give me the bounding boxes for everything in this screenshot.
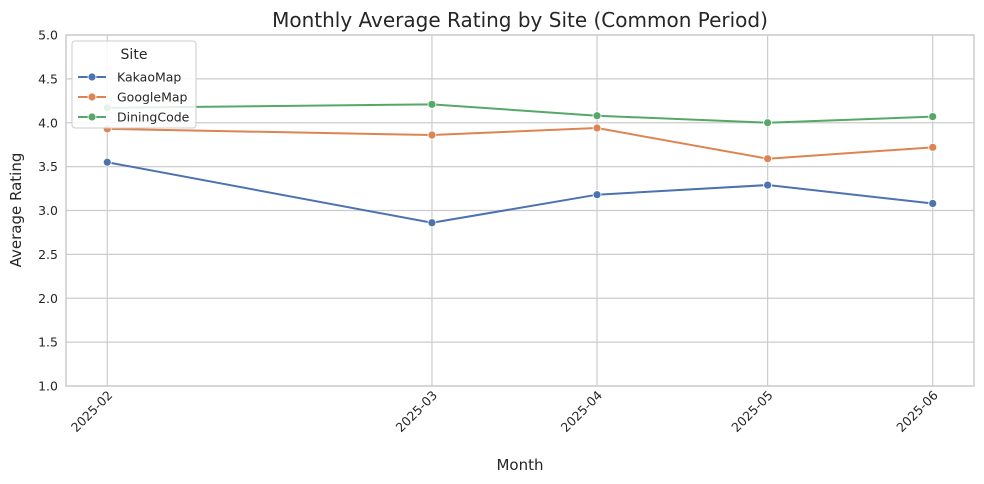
series-googlemap: [102, 123, 938, 164]
legend-title: Site: [121, 47, 148, 63]
data-point: [763, 118, 773, 128]
series-layer: [102, 99, 938, 228]
chart-title: Monthly Average Rating by Site (Common P…: [272, 8, 768, 32]
series-line: [106, 103, 934, 124]
x-tick-label: 2025-04: [558, 387, 606, 435]
legend-swatch-marker: [87, 112, 97, 122]
y-tick-label: 1.5: [38, 335, 58, 350]
data-point: [763, 180, 773, 190]
y-axis-label: Average Rating: [7, 153, 25, 268]
legend-item: GoogleMap: [78, 90, 188, 105]
data-point: [928, 199, 938, 208]
y-tick-label: 2.0: [38, 291, 58, 306]
data-point: [592, 123, 602, 133]
x-tick-label: 2025-02: [68, 388, 116, 436]
data-point: [427, 99, 437, 109]
y-tick-label: 2.5: [38, 247, 58, 262]
legend-label: DiningCode: [117, 110, 190, 125]
legend-box: [71, 40, 197, 129]
data-point: [102, 157, 112, 167]
legend-label: KakaoMap: [117, 70, 181, 85]
legend: Site KakaoMap GoogleMap DiningCode: [71, 40, 197, 129]
x-tick-label: 2025-06: [893, 387, 941, 435]
legend-swatch-marker: [87, 92, 97, 102]
y-tick-label: 3.5: [38, 159, 58, 174]
y-tick-label: 4.5: [38, 71, 58, 86]
data-point: [763, 154, 773, 164]
y-axis-ticks: 1.0 1.5 2.0 2.5 3.0 3.5 4.0 4.5 5.0: [38, 28, 58, 394]
plot-frame: [65, 34, 975, 387]
grid: [66, 34, 974, 387]
x-axis-ticks: 2025-02 2025-03 2025-04 2025-05 2025-06: [68, 387, 941, 435]
data-point: [592, 111, 602, 121]
legend-label: GoogleMap: [117, 90, 188, 105]
legend-item: DiningCode: [78, 110, 190, 125]
series-line: [106, 161, 934, 224]
data-point: [592, 190, 602, 200]
legend-item: KakaoMap: [78, 70, 181, 85]
data-point: [928, 142, 938, 152]
legend-swatch-marker: [87, 72, 97, 82]
x-tick-label: 2025-05: [728, 388, 776, 436]
y-tick-label: 1.0: [38, 379, 58, 394]
data-point: [427, 218, 437, 228]
y-tick-label: 5.0: [38, 28, 58, 43]
data-point: [928, 112, 938, 122]
y-tick-label: 3.0: [38, 203, 58, 218]
series-line: [106, 127, 934, 160]
x-axis-label: Month: [496, 456, 543, 474]
x-tick-label: 2025-03: [393, 388, 441, 436]
y-tick-label: 4.0: [38, 115, 58, 130]
series-kakaomap: [102, 157, 938, 228]
data-point: [427, 130, 437, 140]
legend-items: KakaoMap GoogleMap DiningCode: [78, 70, 190, 125]
